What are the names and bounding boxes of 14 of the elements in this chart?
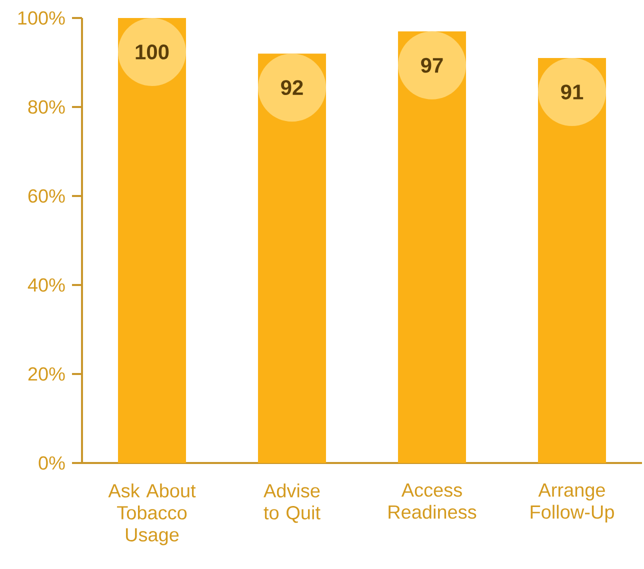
x-tick-label: Arrange Follow-Up <box>530 484 614 523</box>
data-label: 100 <box>136 44 169 60</box>
y-tick-label: 60% <box>28 189 65 203</box>
x-tick-label: Access Readiness <box>388 484 476 519</box>
data-label: 91 <box>561 84 584 100</box>
y-tick-label: 20% <box>28 367 65 381</box>
x-tick-label: Ask About Tobacco Usage <box>108 484 196 546</box>
y-tick-label: 40% <box>28 278 65 292</box>
data-label: 97 <box>421 58 443 73</box>
data-label: 92 <box>281 80 303 96</box>
y-tick-label: 0% <box>38 456 65 470</box>
x-tick-label: Advise to Quit <box>264 484 320 523</box>
y-tick-label: 80% <box>28 100 65 114</box>
y-tick-label: 100% <box>18 11 65 25</box>
